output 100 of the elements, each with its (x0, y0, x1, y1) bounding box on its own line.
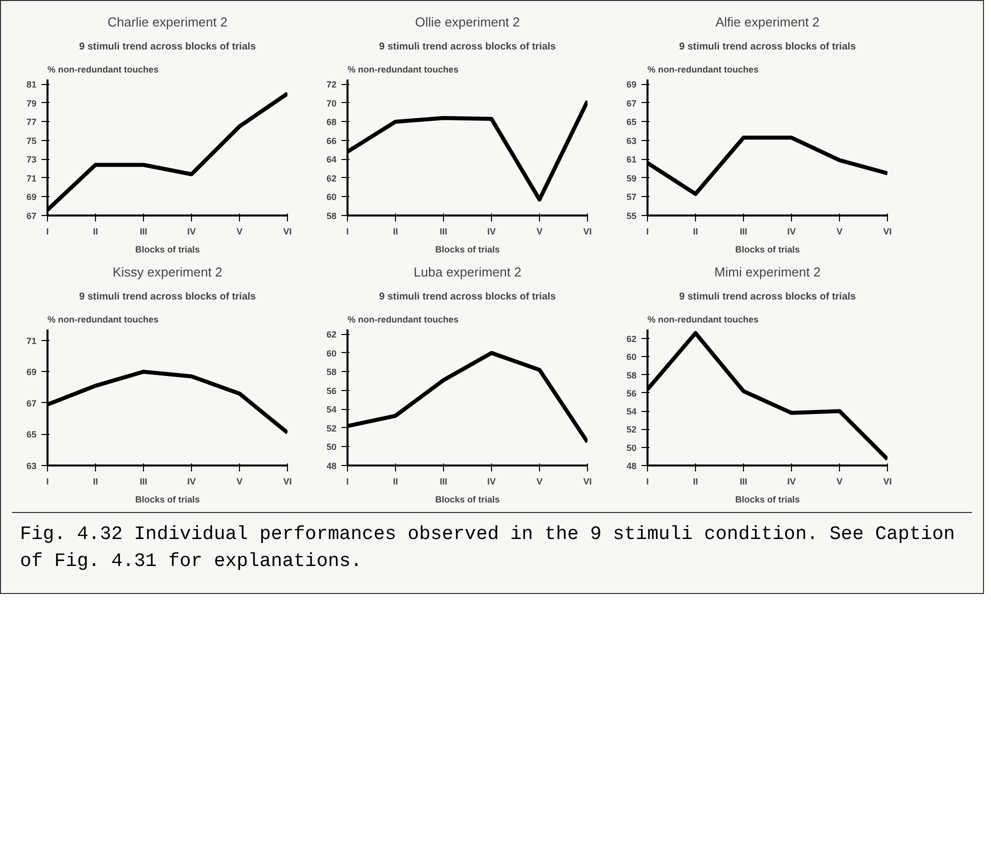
y-tick-label: 65 (26, 430, 37, 440)
x-tick-label: II (393, 226, 398, 236)
y-tick-label: 69 (26, 367, 37, 378)
chart-subtitle: 9 stimuli trend across blocks of trials (79, 292, 256, 302)
y-tick-label: 67 (26, 398, 37, 408)
y-tick-label: 58 (326, 367, 337, 378)
y-tick-label: 60 (326, 348, 337, 358)
y-tick-label: 58 (626, 370, 637, 380)
y-tick-label: 50 (326, 442, 337, 452)
y-tick-label: 52 (326, 423, 337, 434)
x-tick-label: VI (283, 226, 292, 236)
chart-title: Ollie experiment 2 (415, 14, 520, 30)
x-tick-label: I (346, 226, 349, 236)
y-tick-label: 62 (326, 173, 337, 184)
y-tick-label: 71 (26, 336, 37, 346)
x-tick-label: IV (787, 226, 796, 236)
x-tick-label: IV (487, 226, 496, 236)
y-tick-label: 62 (326, 330, 337, 340)
x-axis-title: Blocks of trials (435, 494, 500, 504)
y-axis-title: % non-redundant touches (648, 64, 758, 74)
y-tick-label: 71 (26, 173, 37, 184)
y-tick-label: 77 (26, 117, 37, 128)
y-tick-label: 66 (326, 136, 337, 146)
y-axis-title: % non-redundant touches (348, 64, 458, 74)
x-tick-label: II (93, 476, 98, 486)
x-tick-label: III (440, 476, 448, 486)
y-tick-label: 59 (626, 173, 637, 184)
y-tick-label: 63 (26, 461, 37, 471)
y-tick-label: 69 (26, 192, 37, 202)
x-tick-label: VI (883, 226, 892, 236)
x-tick-label: I (646, 226, 649, 236)
x-tick-label: V (836, 476, 843, 486)
x-axis-title: Blocks of trials (135, 494, 200, 504)
chart-subtitle: 9 stimuli trend across blocks of trials (679, 42, 856, 52)
x-tick-label: V (236, 226, 243, 236)
y-tick-label: 56 (326, 386, 337, 396)
chart-title: Luba experiment 2 (414, 264, 522, 280)
y-axis-title: % non-redundant touches (348, 314, 458, 324)
y-tick-label: 63 (626, 136, 637, 146)
x-tick-label: III (740, 226, 748, 236)
x-tick-label: II (693, 476, 698, 486)
x-tick-label: IV (487, 476, 496, 486)
x-tick-label: I (346, 476, 349, 486)
x-tick-label: V (236, 476, 243, 486)
y-tick-label: 70 (326, 98, 337, 108)
y-tick-label: 67 (626, 98, 637, 108)
x-tick-label: VI (583, 476, 592, 486)
x-tick-label: I (646, 476, 649, 486)
x-tick-label: II (93, 226, 98, 236)
x-tick-label: VI (883, 476, 892, 486)
y-tick-label: 48 (326, 461, 337, 471)
x-tick-label: IV (187, 476, 196, 486)
chart-subtitle: 9 stimuli trend across blocks of trials (679, 292, 856, 302)
x-tick-label: III (440, 226, 448, 236)
chart-title: Mimi experiment 2 (714, 264, 821, 280)
chart-subtitle: 9 stimuli trend across blocks of trials (379, 292, 556, 302)
chart-subtitle: 9 stimuli trend across blocks of trials (379, 42, 556, 52)
x-tick-label: II (693, 226, 698, 236)
x-tick-label: V (536, 226, 543, 236)
x-tick-label: III (740, 476, 748, 486)
y-tick-label: 69 (626, 80, 637, 90)
y-tick-label: 64 (326, 154, 337, 165)
chart-title: Alfie experiment 2 (715, 14, 820, 30)
x-tick-label: III (140, 476, 148, 486)
y-tick-label: 79 (26, 98, 37, 108)
x-tick-label: III (140, 226, 148, 236)
y-axis-title: % non-redundant touches (48, 64, 158, 74)
chart-title: Charlie experiment 2 (108, 14, 228, 30)
y-tick-label: 60 (626, 352, 637, 362)
y-tick-label: 48 (626, 461, 637, 471)
x-tick-label: I (46, 226, 49, 236)
y-tick-label: 60 (326, 192, 337, 202)
y-tick-label: 54 (326, 404, 337, 415)
y-tick-label: 68 (326, 117, 337, 128)
y-tick-label: 75 (26, 136, 37, 146)
x-axis-title: Blocks of trials (735, 244, 800, 254)
y-axis-title: % non-redundant touches (48, 314, 158, 324)
x-tick-label: V (536, 476, 543, 486)
y-tick-label: 55 (626, 211, 637, 221)
x-tick-label: V (836, 226, 843, 236)
caption: Fig. 4.32 Individual performances observed in the 9 stimuli condition. See Caption of Fig. 4.31 for explanations. (20, 522, 956, 574)
y-tick-label: 72 (326, 80, 337, 90)
x-tick-label: VI (283, 476, 292, 486)
y-tick-label: 81 (26, 80, 37, 90)
x-tick-label: IV (787, 476, 796, 486)
y-tick-label: 56 (626, 388, 637, 398)
y-tick-label: 57 (626, 192, 637, 202)
x-axis-title: Blocks of trials (735, 494, 800, 504)
y-tick-label: 65 (626, 117, 637, 128)
chart-title: Kissy experiment 2 (112, 264, 222, 280)
x-tick-label: IV (187, 226, 196, 236)
y-tick-label: 73 (26, 154, 37, 165)
x-axis-title: Blocks of trials (135, 244, 200, 254)
chart-subtitle: 9 stimuli trend across blocks of trials (79, 42, 256, 52)
y-tick-label: 52 (626, 424, 637, 435)
y-tick-label: 67 (26, 211, 37, 221)
y-tick-label: 58 (326, 211, 337, 221)
y-tick-label: 54 (626, 406, 637, 417)
y-tick-label: 50 (626, 442, 637, 453)
y-axis-title: % non-redundant touches (648, 314, 758, 324)
